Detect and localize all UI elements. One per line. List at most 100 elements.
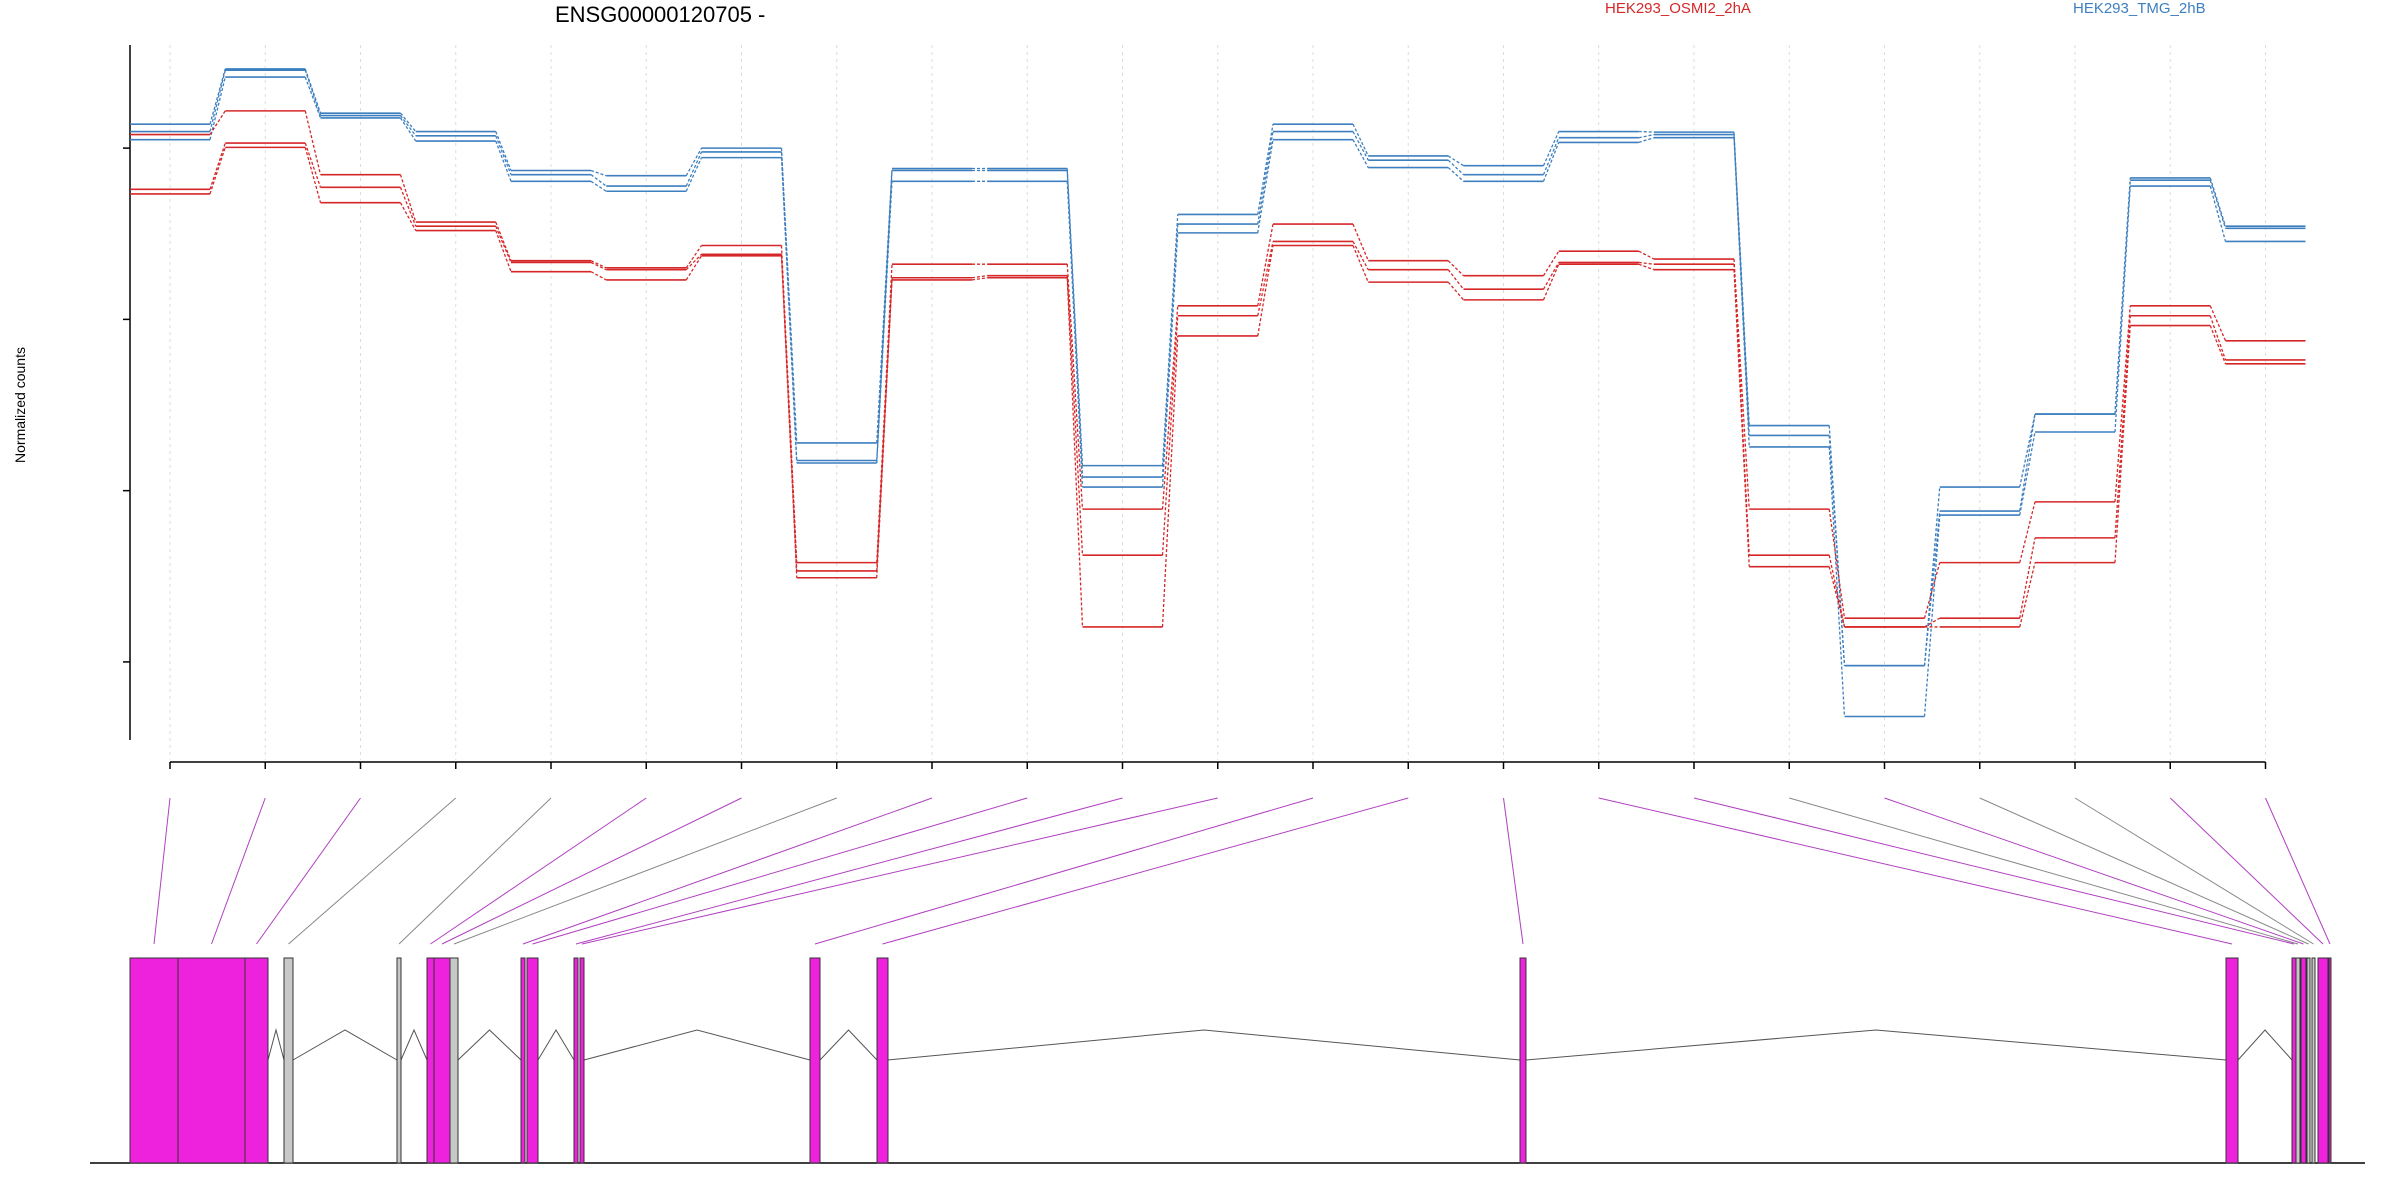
series-connector <box>495 135 512 175</box>
series-connector <box>971 275 988 279</box>
intron-line <box>819 1029 878 1061</box>
series-connector <box>1161 305 1179 510</box>
chart-title: ENSG00000120705 - <box>555 2 765 27</box>
series-connector <box>399 115 417 137</box>
x-axis <box>169 761 2267 769</box>
series-connector <box>1828 509 1846 619</box>
series-connector <box>1447 155 1464 167</box>
series-connector <box>590 271 607 281</box>
exon-E008 <box>449 957 459 1164</box>
intron-line <box>267 1028 285 1061</box>
series-connector <box>209 68 226 125</box>
series-connector <box>1733 137 1750 447</box>
exon-E023 <box>2328 957 2332 1164</box>
series-connector <box>1733 269 1750 567</box>
series-connector <box>780 148 798 443</box>
exon-E005 <box>396 957 402 1164</box>
exon-connector-E018 <box>1789 797 2299 945</box>
series-connector <box>2114 325 2131 563</box>
series-connector <box>1352 245 1369 283</box>
series-connector <box>304 147 322 203</box>
series-connector <box>876 168 893 443</box>
exon-E007 <box>433 957 451 1164</box>
series-connector <box>1923 515 1941 717</box>
series-connector <box>685 245 703 269</box>
series-connector <box>1828 435 1846 666</box>
series-connector <box>2019 431 2036 516</box>
series-connector <box>2114 186 2131 433</box>
series-connector <box>209 142 226 190</box>
series-osmi2-3 <box>130 110 2306 619</box>
exon-E020 <box>2306 957 2311 1164</box>
y-axis <box>123 45 131 740</box>
series-connector <box>1352 123 1369 157</box>
series-connector <box>590 260 607 269</box>
exon-E001 <box>129 957 179 1164</box>
series-connector <box>399 202 417 231</box>
series-connector <box>1638 130 1655 133</box>
exon-connector-E016 <box>1598 797 2233 945</box>
series-connector <box>1828 446 1846 717</box>
series-connector <box>1542 250 1560 277</box>
series-connector <box>2114 180 2131 415</box>
series-connector <box>2114 315 2131 538</box>
exon-E010 <box>526 957 539 1164</box>
series-connector <box>1733 132 1750 426</box>
series-layer <box>130 68 2306 718</box>
intron-line <box>2237 1029 2293 1061</box>
exon-connector-E001 <box>153 797 171 945</box>
exon-E019 <box>2300 957 2307 1164</box>
exon-connector-E019 <box>1884 797 2304 945</box>
series-connector <box>2019 501 2036 563</box>
series-connector <box>685 157 703 192</box>
series-connector <box>495 230 512 272</box>
intron-line <box>887 1029 1521 1061</box>
series-connector <box>2019 562 2036 628</box>
series-osmi2-5 <box>130 146 2306 628</box>
exon-E018 <box>2295 957 2301 1164</box>
exon-E004 <box>283 957 294 1164</box>
series-connector <box>590 180 607 192</box>
series-connector <box>971 277 988 281</box>
series-connector <box>495 131 512 171</box>
series-connector <box>1542 262 1560 290</box>
series-connector <box>1257 124 1274 215</box>
series-connector <box>2019 413 2036 512</box>
series-connector <box>1638 137 1655 144</box>
series-connector <box>1352 131 1369 161</box>
intron-line <box>583 1029 811 1061</box>
series-connector <box>1352 241 1369 271</box>
series-connector <box>304 70 322 116</box>
series-connector <box>1924 617 1941 628</box>
series-connector <box>209 147 226 195</box>
exon-connector-E021 <box>2074 797 2314 945</box>
series-connector <box>1066 264 1084 510</box>
y-axis-label: Normalized counts <box>12 347 28 463</box>
series-connector <box>495 140 512 182</box>
series-connector <box>2209 315 2227 361</box>
series-connector <box>1447 167 1464 182</box>
series-connector <box>1638 261 1655 265</box>
series-connector <box>399 187 417 227</box>
exon-E013 <box>809 957 821 1164</box>
series-connector <box>2209 179 2227 229</box>
exon-connector-E017 <box>1693 797 2295 945</box>
series-connector <box>1352 139 1369 168</box>
exon-E003 <box>244 957 269 1164</box>
gridlines <box>169 45 2266 760</box>
exon-E009 <box>520 957 526 1164</box>
series-connector <box>1066 181 1084 488</box>
series-connector <box>780 255 798 578</box>
series-connector <box>209 110 226 135</box>
series-connector <box>1257 241 1274 316</box>
exon-connector-E008 <box>453 797 837 945</box>
legend-entry-osmi2: HEK293_OSMI2_2hA <box>1605 0 1751 17</box>
series-tmg-2 <box>130 76 2306 718</box>
series-connector <box>1257 245 1274 337</box>
series-connector <box>1542 142 1560 182</box>
series-connector <box>1638 133 1655 139</box>
series-connector <box>209 70 226 132</box>
exon-E014 <box>876 957 889 1164</box>
intron-line <box>457 1029 522 1061</box>
series-connector <box>1066 277 1084 627</box>
